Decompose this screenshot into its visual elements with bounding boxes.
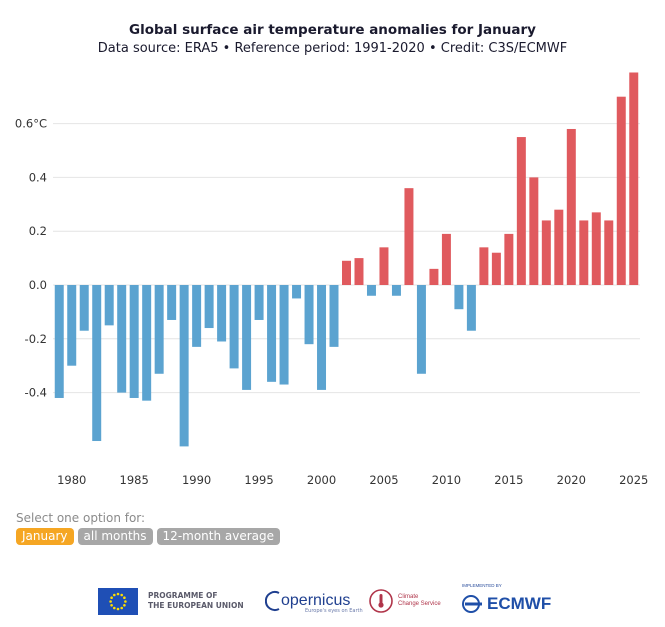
x-tick-label: 2010 bbox=[432, 473, 461, 487]
bar-1991[interactable] bbox=[204, 285, 214, 329]
chart-subtitle: Data source: ERA5 • Reference period: 19… bbox=[97, 41, 568, 56]
x-tick-label: 1985 bbox=[120, 473, 149, 487]
y-tick-label: 0.0 bbox=[29, 278, 47, 292]
x-tick-label: 2015 bbox=[494, 473, 523, 487]
bar-2010[interactable] bbox=[441, 233, 451, 285]
bar-2012[interactable] bbox=[466, 285, 476, 331]
bar-1995[interactable] bbox=[254, 285, 264, 320]
bar-2002[interactable] bbox=[342, 260, 351, 285]
select-option-label: Select one option for: bbox=[16, 511, 146, 525]
bar-2019[interactable] bbox=[554, 209, 564, 285]
ecmwf-name: ECMWF bbox=[487, 594, 552, 613]
bar-1992[interactable] bbox=[217, 285, 227, 342]
bar-1989[interactable] bbox=[179, 285, 189, 447]
ecmwf-globe-icon bbox=[462, 595, 482, 613]
bar-2000[interactable] bbox=[317, 285, 327, 390]
option-button-group: January all months 12-month average bbox=[16, 528, 281, 545]
bar-2017[interactable] bbox=[529, 177, 539, 285]
bar-2001[interactable] bbox=[329, 285, 339, 347]
thermometer-icon bbox=[369, 589, 393, 613]
bar-2020[interactable] bbox=[566, 128, 576, 285]
bar-1996[interactable] bbox=[267, 285, 277, 382]
bar-1982[interactable] bbox=[92, 285, 102, 442]
bar-1997[interactable] bbox=[279, 285, 289, 385]
implemented-by-label: IMPLEMENTED BY bbox=[462, 583, 502, 588]
y-tick-label: -0.2 bbox=[25, 332, 47, 346]
bar-chart: 0.6°C 0.4 0.2 0.0 -0.2 -0.4 1980 1985 1990 1995 20… bbox=[15, 72, 648, 487]
c3s-logo: Climate Change Service bbox=[368, 583, 441, 619]
x-tick-label: 1990 bbox=[182, 473, 211, 487]
bar-1988[interactable] bbox=[167, 285, 177, 320]
bar-2014[interactable] bbox=[491, 252, 501, 285]
x-tick-label: 2020 bbox=[557, 473, 586, 487]
bar-1990[interactable] bbox=[192, 285, 202, 347]
footer-logos: PROGRAMME OF THE EUROPEAN UNION opernicu… bbox=[0, 583, 665, 619]
x-tick-label: 1980 bbox=[57, 473, 86, 487]
bar-1994[interactable] bbox=[242, 285, 252, 390]
eu-programme-text: PROGRAMME OF THE EUROPEAN UNION bbox=[148, 591, 244, 610]
bar-1980[interactable] bbox=[67, 285, 77, 366]
copernicus-c-icon bbox=[265, 591, 280, 611]
bar-2005[interactable] bbox=[379, 247, 389, 285]
bar-2015[interactable] bbox=[504, 233, 514, 285]
y-tick-label: -0.4 bbox=[25, 386, 47, 400]
bar-2009[interactable] bbox=[429, 268, 439, 285]
eu-logo: PROGRAMME OF THE EUROPEAN UNION bbox=[98, 583, 244, 619]
bar-2016[interactable] bbox=[516, 137, 526, 285]
bar-2011[interactable] bbox=[454, 285, 464, 310]
x-tick-label: 2000 bbox=[307, 473, 336, 487]
bar-1999[interactable] bbox=[304, 285, 314, 345]
y-tick-label: 0.6°C bbox=[15, 117, 47, 131]
bar-2008[interactable] bbox=[416, 285, 426, 374]
bar-1984[interactable] bbox=[117, 285, 127, 393]
bar-2004[interactable] bbox=[366, 285, 376, 296]
y-tick-label: 0.2 bbox=[29, 224, 47, 238]
bar-1987[interactable] bbox=[154, 285, 164, 374]
copernicus-name: opernicus bbox=[281, 592, 351, 609]
bar-2025[interactable] bbox=[629, 72, 639, 286]
bar-1979[interactable] bbox=[54, 285, 64, 398]
january-button[interactable]: January bbox=[16, 528, 74, 545]
bar-2021[interactable] bbox=[579, 220, 589, 285]
bar-1986[interactable] bbox=[142, 285, 152, 401]
bar-2013[interactable] bbox=[479, 247, 489, 285]
bar-2003[interactable] bbox=[354, 258, 364, 285]
bar-1985[interactable] bbox=[129, 285, 139, 398]
chart-title: Global surface air temperature anomalies… bbox=[129, 22, 536, 38]
bar-2007[interactable] bbox=[404, 188, 414, 285]
bar-1998[interactable] bbox=[292, 285, 302, 299]
bar-2024[interactable] bbox=[616, 96, 626, 285]
bar-2018[interactable] bbox=[541, 220, 551, 285]
bar-1993[interactable] bbox=[229, 285, 239, 369]
bar-2006[interactable] bbox=[391, 285, 401, 296]
ecmwf-logo: IMPLEMENTED BY ECMWF bbox=[462, 583, 551, 619]
bar-1983[interactable] bbox=[104, 285, 114, 326]
x-tick-label: 2025 bbox=[619, 473, 648, 487]
bar-1981[interactable] bbox=[79, 285, 89, 331]
x-tick-label: 1995 bbox=[244, 473, 273, 487]
bar-2022[interactable] bbox=[591, 212, 601, 285]
c3s-text: Climate Change Service bbox=[398, 594, 441, 607]
copernicus-logo: opernicus Europe's eyes on Earth bbox=[265, 583, 375, 619]
y-tick-label: 0.4 bbox=[29, 170, 47, 184]
bar-2023[interactable] bbox=[604, 220, 614, 285]
12-month-average-button[interactable]: 12-month average bbox=[156, 528, 281, 545]
copernicus-tagline: Europe's eyes on Earth bbox=[305, 608, 363, 614]
eu-flag-icon bbox=[98, 587, 138, 615]
all-months-button[interactable]: all months bbox=[77, 528, 153, 545]
x-tick-label: 2005 bbox=[369, 473, 398, 487]
